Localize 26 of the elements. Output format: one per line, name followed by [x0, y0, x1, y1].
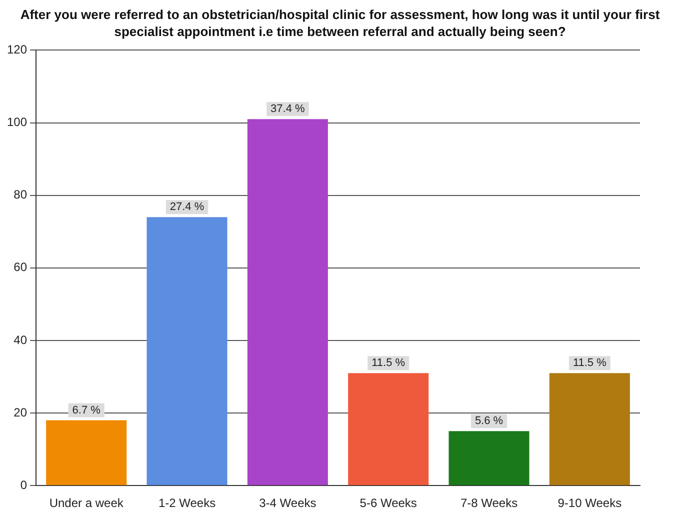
y-tick-label: 60 [14, 260, 28, 274]
annotation: 5.6 % [474, 415, 504, 428]
x-tick-label: 1-2 Weeks [158, 496, 216, 510]
y-tick-label: 20 [14, 405, 28, 420]
bar [46, 420, 127, 486]
y-tick-label: 40 [14, 332, 28, 347]
y-tick-label: 120 [6, 42, 28, 57]
x-tick-label: 5-6 Weeks [360, 496, 417, 510]
y-tick-label: 100 [6, 115, 28, 130]
annotation: 6.7 % [72, 404, 101, 416]
annotation: 11.5 % [572, 357, 607, 370]
chart-title: After you were referred to an obstetrician/hospital clinic for assessment, how long was it until your first specialist appointment i.e time between referral and actually being seen? [20, 6, 660, 40]
x-tick-label: 9-10 Weeks [558, 496, 622, 510]
x-tick-label: 7-8 Weeks [460, 496, 518, 510]
annotation: 27.4 % [170, 201, 204, 214]
x-tick-label: 3-4 Weeks [259, 496, 316, 510]
x-tick-label: Under a week [49, 496, 124, 510]
bar [348, 373, 429, 486]
bar [549, 373, 630, 486]
bar [146, 217, 228, 486]
bar [247, 119, 328, 486]
annotation: 37.4 % [270, 103, 306, 116]
annotation: 11.5 % [372, 357, 406, 370]
bar [448, 431, 530, 486]
y-tick-label: 0 [20, 478, 28, 492]
y-tick-label: 80 [14, 188, 28, 202]
